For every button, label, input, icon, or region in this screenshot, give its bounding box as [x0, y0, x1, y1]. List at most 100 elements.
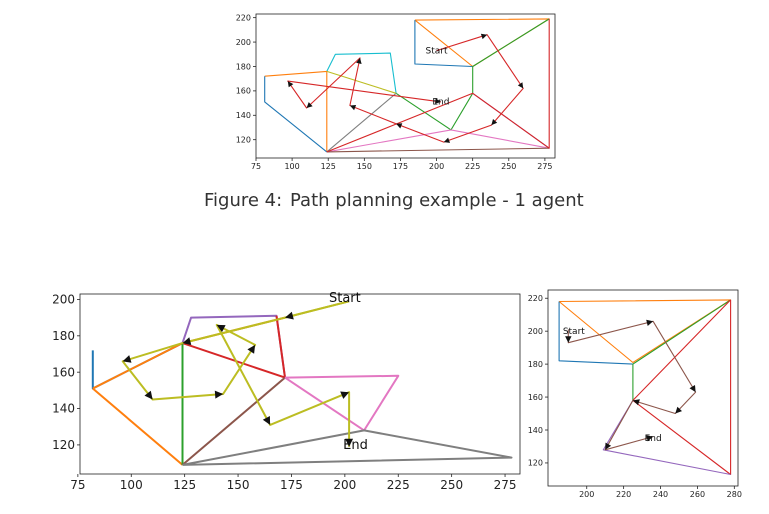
plot-area	[79, 293, 521, 475]
x-tick-label: 260	[690, 490, 705, 499]
plot-area	[255, 13, 556, 159]
start-label: Start	[329, 291, 361, 306]
path-arrowhead	[565, 336, 572, 343]
x-tick-label: 125	[173, 478, 196, 492]
path-arrowhead	[491, 119, 498, 126]
x-tick-label: 100	[120, 478, 143, 492]
x-tick-label: 75	[70, 478, 85, 492]
x-tick-label: 200	[429, 162, 444, 171]
region-edge-series	[326, 147, 550, 153]
x-tick-label: 225	[465, 162, 480, 171]
path-arrowhead	[396, 123, 403, 129]
region-edge-series	[632, 299, 732, 476]
x-tick-label: 75	[251, 162, 261, 171]
x-tick-label: 250	[440, 478, 463, 492]
path-arrowhead	[689, 385, 696, 393]
x-tick-label: 125	[321, 162, 336, 171]
x-tick-label: 240	[653, 490, 668, 499]
end-label: End	[343, 438, 368, 453]
y-tick-label: 200	[236, 38, 251, 47]
y-tick-label: 160	[236, 87, 251, 96]
y-tick-label: 180	[52, 329, 75, 343]
x-tick-label: 100	[284, 162, 299, 171]
path-arrowhead	[287, 81, 294, 88]
path-arrowhead	[340, 391, 350, 399]
figure-caption-text: Path planning example - 1 agent	[290, 190, 584, 211]
path-arrowhead	[675, 406, 682, 414]
path-arrowhead	[345, 438, 354, 447]
region-edge-series	[92, 387, 184, 466]
planned-path-series	[567, 320, 697, 451]
chart-top: 75 100 125 150 175 200 225 250 275 120 140 160 180 20…	[236, 13, 556, 171]
y-tick-label: 120	[52, 438, 75, 452]
start-label: Start	[426, 46, 448, 56]
region-edge-series	[326, 129, 550, 153]
path-arrowhead	[443, 137, 450, 143]
region-edge-series	[326, 52, 397, 94]
path-arrowhead	[182, 337, 192, 345]
x-tick-label: 150	[227, 478, 250, 492]
figure-caption-label: Figure 4:	[204, 190, 282, 211]
y-tick-label: 200	[528, 327, 543, 336]
y-tick-label: 180	[236, 62, 251, 71]
x-tick-label: 250	[501, 162, 516, 171]
path-arrowhead	[480, 33, 488, 40]
region-edge-series	[632, 299, 731, 401]
region-edge-series	[182, 429, 513, 466]
x-tick-label: 225	[387, 478, 410, 492]
path-arrowhead	[262, 416, 271, 425]
chart-bottom-left: 75 100 125 150 175 200 225 250 275 120 140 160 180 20…	[52, 291, 521, 492]
end-label: End	[432, 98, 449, 108]
region-edge-series	[181, 376, 286, 466]
path-arrowhead	[646, 319, 654, 326]
y-tick-label: 220	[528, 294, 543, 303]
x-tick-label: 280	[727, 490, 742, 499]
path-arrowhead	[349, 105, 357, 111]
region-edge-series	[284, 374, 400, 432]
path-arrowhead	[144, 390, 153, 400]
end-label: End	[645, 434, 662, 444]
x-tick-label: 150	[357, 162, 372, 171]
region-edge-series	[326, 18, 550, 153]
path-arrowhead	[356, 57, 362, 64]
x-tick-label: 200	[333, 478, 356, 492]
region-edge-series	[602, 400, 731, 476]
path-arrowhead	[247, 344, 256, 354]
y-tick-label: 140	[52, 402, 75, 416]
x-tick-label: 175	[280, 478, 303, 492]
y-tick-label: 200	[52, 293, 75, 307]
y-tick-label: 160	[52, 365, 75, 379]
x-tick-label: 275	[537, 162, 552, 171]
y-tick-label: 120	[528, 459, 543, 468]
path-arrowhead	[214, 390, 224, 399]
region-edge-series	[414, 20, 473, 68]
y-tick-label: 160	[528, 393, 543, 402]
y-tick-label: 140	[236, 111, 251, 120]
region-edge-series	[558, 301, 633, 365]
x-tick-label: 200	[579, 490, 594, 499]
path-arrowhead	[632, 399, 640, 406]
path-arrowhead	[435, 98, 441, 104]
path-arrowhead	[122, 355, 132, 363]
y-tick-label: 140	[528, 426, 543, 435]
region-edge-series	[326, 70, 397, 94]
y-tick-label: 180	[528, 360, 543, 369]
path-arrowhead	[605, 442, 612, 450]
region-edge-series	[264, 76, 328, 153]
path-arrowhead	[216, 324, 226, 333]
x-tick-label: 275	[494, 478, 517, 492]
region-edge-series	[558, 299, 732, 364]
plot-area	[547, 289, 739, 487]
path-arrowhead	[285, 311, 294, 320]
y-tick-label: 220	[236, 13, 251, 22]
region-edge-series	[326, 92, 397, 153]
path-arrowhead	[306, 102, 313, 108]
x-tick-label: 220	[616, 490, 631, 499]
chart-bottom-right: 200 220 240 260 280 120 140 160 180 200 220 Start En…	[528, 289, 742, 499]
y-tick-label: 120	[236, 135, 251, 144]
x-tick-label: 175	[393, 162, 408, 171]
path-arrowhead	[646, 435, 654, 442]
path-arrowhead	[517, 82, 524, 89]
start-label: Start	[563, 327, 585, 337]
